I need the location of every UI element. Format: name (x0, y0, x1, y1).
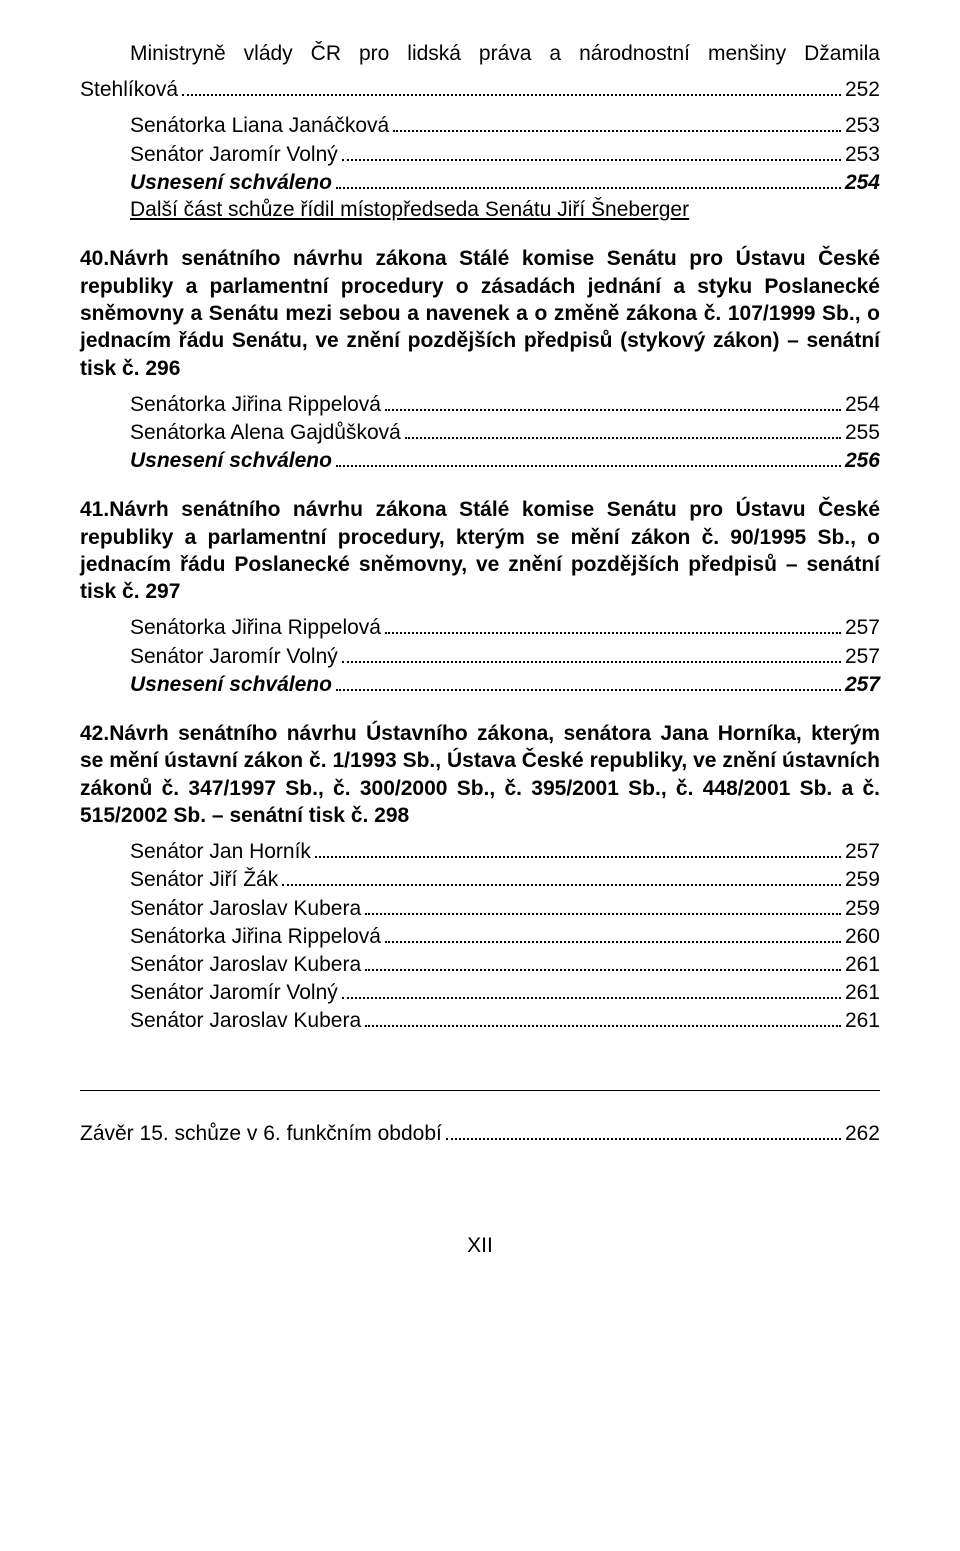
section42-rows: Senátor Jan Horník 257 Senátor Jiří Žák 259… (80, 837, 880, 1034)
row-label: Senátor Jaroslav Kubera (130, 1007, 361, 1034)
top-para-line2: Stehlíková 252 (80, 75, 880, 103)
toc-row: Senátorka Jiřina Rippelová 257 (130, 614, 880, 642)
dot-leader (315, 837, 841, 858)
row-label: Senátor Jaroslav Kubera (130, 951, 361, 978)
section41-rows: Senátorka Jiřina Rippelová257Senátor Jar… (80, 614, 880, 699)
heading-40: 40.Návrh senátního návrhu zákona Stálé k… (80, 245, 880, 381)
row-label: Usnesení schváleno (130, 671, 332, 698)
dot-leader (365, 1006, 841, 1027)
row-page: 257 (845, 614, 880, 641)
heading-title: Návrh senátního návrhu Ústavního zákona,… (80, 722, 880, 827)
document-page: Ministryně vlády ČR pro lidská práva a n… (0, 0, 960, 1309)
toc-row: Senátor Jaroslav Kubera 259 (130, 894, 880, 922)
dot-leader (365, 950, 841, 971)
heading-title: Návrh senátního návrhu zákona Stálé komi… (80, 498, 880, 603)
row-label: Usnesení schváleno (130, 447, 332, 474)
toc-row: Senátor Jaroslav Kubera 261 (130, 950, 880, 978)
heading-number: 40. (80, 245, 109, 272)
toc-row: Senátorka Jiřina Rippelová 254 (130, 390, 880, 418)
block0-rows: Senátorka Liana Janáčková253Senátor Jaro… (80, 111, 880, 223)
row-label: Senátor Jaroslav Kubera (130, 895, 361, 922)
top-para-line1: Ministryně vlády ČR pro lidská práva a n… (80, 40, 880, 67)
dot-leader (385, 390, 841, 411)
heading-number: 42. (80, 720, 109, 747)
heading-title: Návrh senátního návrhu zákona Stálé komi… (80, 247, 880, 379)
toc-row: Senátorka Jiřina Rippelová 260 (130, 922, 880, 950)
dot-leader (385, 922, 841, 943)
toc-row: Usnesení schváleno 256 (130, 446, 880, 474)
row-label: Usnesení schváleno (130, 169, 332, 196)
toc-row: Senátor Jaromír Volný 261 (130, 978, 880, 1006)
toc-row: Senátor Jan Horník 257 (130, 837, 880, 865)
toc-row: Senátor Jaromír Volný 257 (130, 642, 880, 670)
toc-row: Senátor Jiří Žák 259 (130, 866, 880, 894)
row-page: 260 (845, 923, 880, 950)
heading-41: 41.Návrh senátního návrhu zákona Stálé k… (80, 496, 880, 605)
heading-42: 42.Návrh senátního návrhu Ústavního záko… (80, 720, 880, 829)
row-label: Senátor Jaromír Volný (130, 141, 338, 168)
dot-leader (282, 866, 841, 887)
toc-row: Senátorka Liana Janáčková 253 (130, 111, 880, 139)
row-label: Senátorka Jiřina Rippelová (130, 614, 381, 641)
dot-leader (405, 418, 841, 439)
closing-row: Závěr 15. schůze v 6. funkčním období 26… (80, 1119, 880, 1147)
dot-leader (385, 614, 841, 635)
toc-row: Senátorka Alena Gajdůšková 255 (130, 418, 880, 446)
row-label: Senátorka Liana Janáčková (130, 112, 389, 139)
row-page: 259 (845, 895, 880, 922)
dot-leader (365, 894, 841, 915)
row-label: Senátor Jiří Žák (130, 866, 278, 893)
row-label: Senátorka Jiřina Rippelová (130, 391, 381, 418)
section40-rows: Senátorka Jiřina Rippelová254Senátorka A… (80, 390, 880, 475)
dot-leader (336, 168, 841, 189)
row-label: Stehlíková (80, 76, 178, 103)
row-page: 261 (845, 979, 880, 1006)
dot-leader (182, 75, 841, 96)
row-page: 259 (845, 866, 880, 893)
row-page: 253 (845, 141, 880, 168)
row-page: 257 (845, 838, 880, 865)
dot-leader (336, 670, 841, 691)
row-label: Další část schůze řídil místopředseda Se… (130, 196, 689, 223)
row-page: 255 (845, 419, 880, 446)
row-page: 257 (845, 643, 880, 670)
row-page: 257 (845, 671, 880, 698)
row-page: 262 (845, 1120, 880, 1147)
toc-row: Senátor Jaromír Volný 253 (130, 140, 880, 168)
row-page: 261 (845, 951, 880, 978)
dot-leader (393, 111, 841, 132)
row-page: 253 (845, 112, 880, 139)
row-page: 254 (845, 391, 880, 418)
row-label: Senátorka Alena Gajdůšková (130, 419, 401, 446)
row-label: Senátorka Jiřina Rippelová (130, 923, 381, 950)
dot-leader (446, 1119, 841, 1140)
toc-row: Další část schůze řídil místopředseda Se… (130, 196, 880, 223)
row-label: Závěr 15. schůze v 6. funkčním období (80, 1120, 442, 1147)
row-page: 256 (845, 447, 880, 474)
toc-row: Senátor Jaroslav Kubera 261 (130, 1006, 880, 1034)
heading-number: 41. (80, 496, 109, 523)
toc-row: Usnesení schváleno 257 (130, 670, 880, 698)
page-number-footer: XII (80, 1232, 880, 1259)
dot-leader (342, 642, 841, 663)
toc-row: Usnesení schváleno 254 (130, 168, 880, 196)
horizontal-rule (80, 1090, 880, 1091)
row-page: 254 (845, 169, 880, 196)
dot-leader (342, 978, 841, 999)
row-label: Senátor Jan Horník (130, 838, 311, 865)
row-page: 252 (845, 76, 880, 103)
row-label: Senátor Jaromír Volný (130, 979, 338, 1006)
dot-leader (336, 446, 841, 467)
row-label: Senátor Jaromír Volný (130, 643, 338, 670)
dot-leader (342, 140, 841, 161)
row-page: 261 (845, 1007, 880, 1034)
